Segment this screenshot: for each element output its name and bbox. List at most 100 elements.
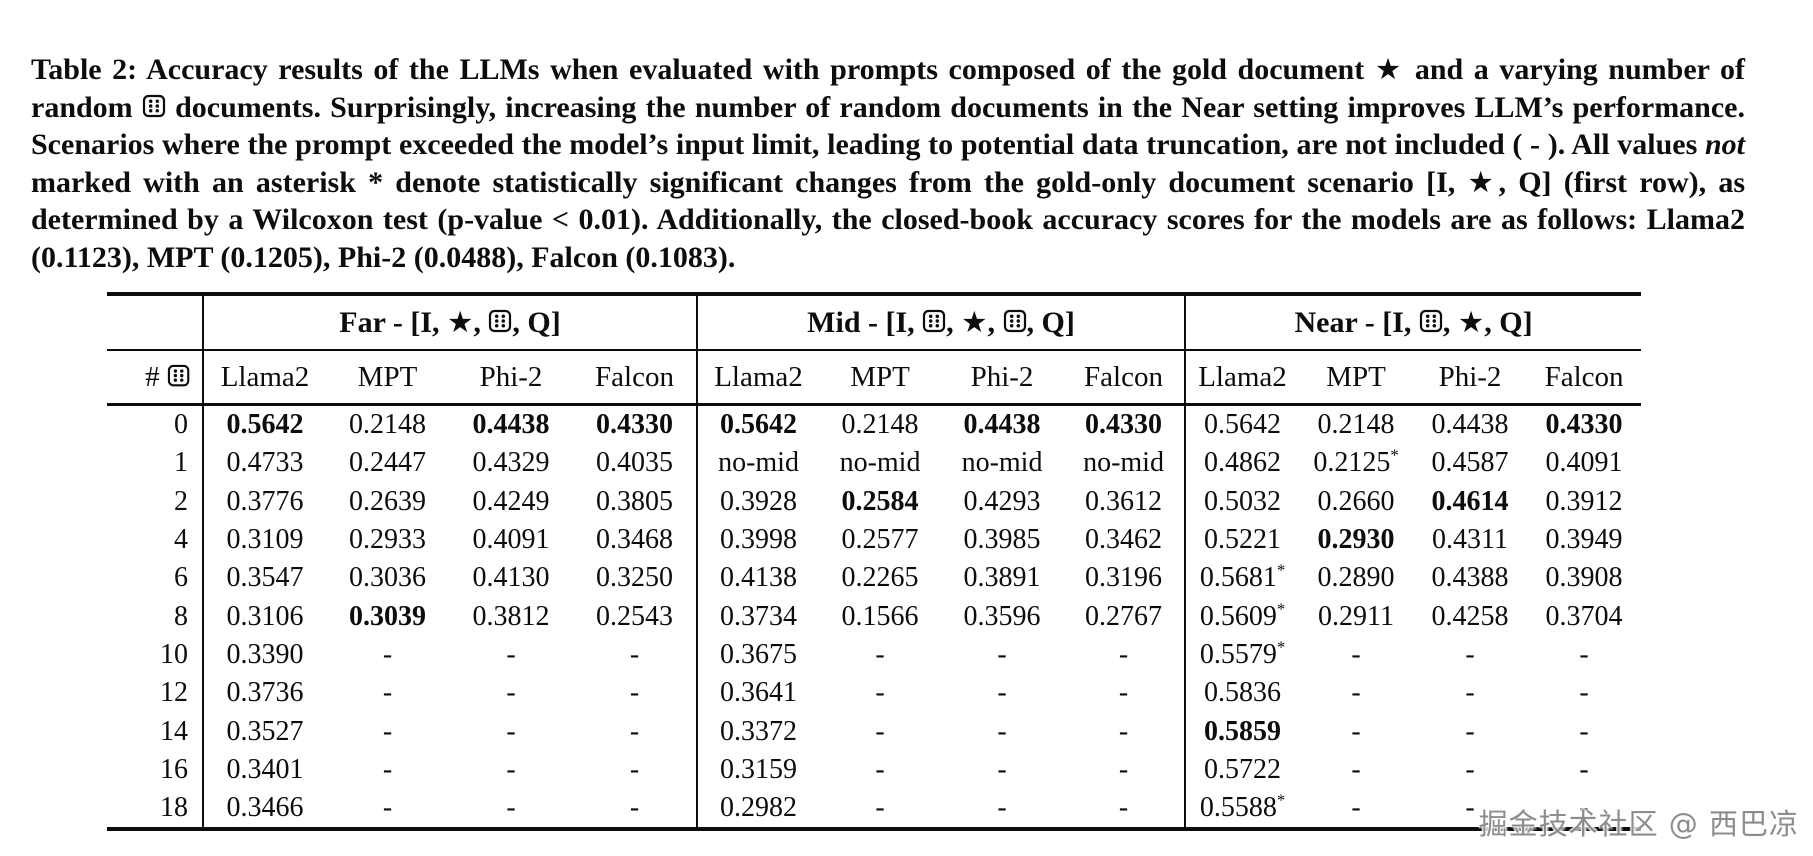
cell-far-llama2: 0.4733 — [202, 444, 326, 483]
cell-near-llama2: 0.5221 — [1184, 520, 1300, 560]
cell-mid-phi2: 0.4438 — [963, 409, 1041, 441]
cell-near-phi2: 0.4388 — [1431, 562, 1509, 594]
cell-mid-falcon: - — [1118, 677, 1129, 709]
cell-near-llama2: 0.5032 — [1184, 482, 1300, 521]
star-icon: ★ — [447, 304, 474, 339]
cell-mid-phi2: - — [997, 753, 1007, 785]
row-num-random-docs: 10 — [160, 638, 188, 670]
cell-far-mpt: - — [382, 677, 393, 709]
cell-mid-phi2: 0.4293 — [963, 485, 1041, 517]
cell-near-llama2: 0.5642 — [1184, 404, 1300, 445]
text-run: and a varying number of random — [31, 53, 1745, 124]
table-row: 10 0.3390 - - - 0.3675 - - - 0.5579* - - - — [107, 635, 1641, 675]
cell-far-mpt: 0.3036 — [349, 562, 426, 594]
num-random-docs-header: # — [107, 350, 203, 406]
cell-mid-falcon: - — [1118, 753, 1129, 785]
significance-asterisk: * — [1276, 790, 1286, 810]
cell-mid-mpt: - — [875, 753, 885, 785]
col-header-far-mpt: MPT — [326, 350, 449, 406]
table-row: 6 0.3547 0.3036 0.4130 0.3250 0.4138 0.2265 0.3… — [107, 559, 1641, 598]
star-icon: ★ — [1467, 164, 1499, 199]
group-header-row: Far - [I, ★, , Q] Mid - [I, , ★, , Q] Ne… — [107, 294, 1642, 351]
dice-icon — [1003, 309, 1027, 333]
significance-asterisk: * — [1276, 599, 1286, 619]
cell-far-mpt: - — [382, 715, 393, 747]
cell-near-mpt: 0.2148 — [1317, 409, 1395, 441]
text-run: , — [987, 305, 1003, 339]
cell-far-falcon: - — [629, 677, 640, 709]
cell-mid-falcon: 0.3612 — [1085, 485, 1163, 517]
row-num-random-docs: 1 — [174, 447, 188, 479]
cell-near-falcon: - — [1579, 638, 1589, 670]
dice-icon — [488, 309, 512, 333]
cell-far-llama2: 0.3401 — [202, 750, 326, 789]
cell-far-falcon: - — [629, 753, 640, 785]
cell-far-llama2: 0.3736 — [202, 674, 326, 713]
table-row: 1 0.4733 0.2447 0.4329 0.4035 no-mid no-mid no-… — [107, 444, 1641, 483]
cell-far-llama2: 0.3527 — [202, 712, 326, 751]
cell-mid-mpt: 0.2584 — [841, 485, 919, 517]
cell-far-llama2: 0.3390 — [202, 635, 326, 675]
cell-mid-mpt: - — [875, 792, 885, 824]
significance-asterisk: * — [1276, 561, 1286, 580]
results-table-body: 0 0.5642 0.2148 0.4438 0.4330 0.5642 0.2148 0.4… — [107, 404, 1641, 830]
cell-near-phi2: - — [1465, 753, 1475, 785]
cell-far-llama2: 0.3466 — [202, 788, 326, 830]
cell-near-falcon: 0.3704 — [1545, 600, 1623, 632]
model-header-row: # Llama2 MPT Phi-2 Falcon Llama2 MPT Phi… — [107, 350, 1642, 406]
cell-near-falcon: - — [1579, 792, 1589, 824]
text-run: , — [1442, 305, 1458, 339]
cell-near-mpt: - — [1351, 753, 1361, 785]
cell-mid-llama2: 0.3675 — [696, 635, 820, 675]
row-num-random-docs: 14 — [160, 715, 188, 747]
cell-near-falcon: 0.4091 — [1545, 447, 1623, 479]
star-icon: ★ — [1457, 304, 1485, 339]
table-row: 8 0.3106 0.3039 0.3812 0.2543 0.3734 0.1566 0.3… — [107, 597, 1641, 636]
cell-far-phi2: 0.4091 — [472, 524, 550, 556]
cell-near-llama2: 0.5609* — [1184, 597, 1300, 636]
cell-mid-falcon: - — [1118, 638, 1129, 670]
cell-mid-falcon: 0.4330 — [1085, 409, 1163, 441]
cell-near-mpt: 0.2660 — [1317, 485, 1395, 517]
col-header-near-llama2: Llama2 — [1184, 350, 1300, 406]
cell-near-mpt: - — [1351, 677, 1361, 709]
cell-near-falcon: 0.3949 — [1545, 524, 1623, 556]
text-run: Table 2: Accuracy results of the LLMs wh… — [31, 53, 1375, 86]
significance-asterisk: * — [1390, 446, 1399, 466]
text-run: , — [473, 305, 489, 339]
cell-near-llama2: 0.5722 — [1184, 750, 1300, 789]
table-row: 14 0.3527 - - - 0.3372 - - - 0.5859 - - - — [107, 712, 1641, 751]
text-run: marked with an asterisk — [31, 165, 369, 199]
col-header-mid-phi2: Phi-2 — [941, 350, 1064, 406]
cell-near-llama2: 0.4862 — [1184, 444, 1300, 483]
cell-mid-llama2: no-mid — [696, 444, 820, 483]
cell-mid-mpt: no-mid — [839, 447, 921, 479]
cell-mid-falcon: - — [1118, 792, 1129, 824]
text-run: # — [145, 360, 167, 393]
text-run: , Q] (first row), as determined by a Wil… — [31, 165, 1745, 274]
significance-asterisk: * — [1276, 637, 1286, 657]
cell-far-phi2: 0.4438 — [472, 409, 550, 441]
row-num-random-docs: 16 — [160, 753, 188, 785]
cell-far-llama2: 0.3776 — [202, 482, 326, 521]
dice-icon — [167, 364, 190, 387]
cell-near-mpt: - — [1351, 715, 1361, 747]
text-run: , — [946, 305, 962, 339]
results-table: Far - [I, ★, , Q] Mid - [I, , ★, , Q] Ne… — [107, 292, 1642, 832]
cell-mid-llama2: 0.2982 — [696, 788, 820, 830]
cell-far-phi2: 0.4130 — [472, 562, 550, 594]
cell-near-llama2: 0.5588* — [1184, 788, 1300, 830]
text-run: , Q] — [1026, 305, 1075, 339]
table-caption: Table 2: Accuracy results of the LLMs wh… — [31, 51, 1745, 277]
cell-near-phi2: 0.4311 — [1432, 524, 1508, 556]
row-num-random-docs: 4 — [174, 524, 188, 556]
cell-mid-mpt: 0.2577 — [841, 524, 919, 556]
cell-near-mpt: - — [1351, 792, 1361, 824]
cell-mid-llama2: 0.3734 — [696, 597, 820, 636]
cell-mid-llama2: 0.5642 — [696, 404, 820, 445]
watermark-text: 掘金技术社区 @ 西巴凉 — [1478, 807, 1799, 841]
cell-mid-phi2: 0.3596 — [963, 600, 1041, 632]
cell-far-falcon: - — [629, 638, 640, 670]
cell-far-phi2: - — [506, 792, 516, 824]
group-header-near: Near - [I, , ★, Q] — [1184, 294, 1642, 351]
